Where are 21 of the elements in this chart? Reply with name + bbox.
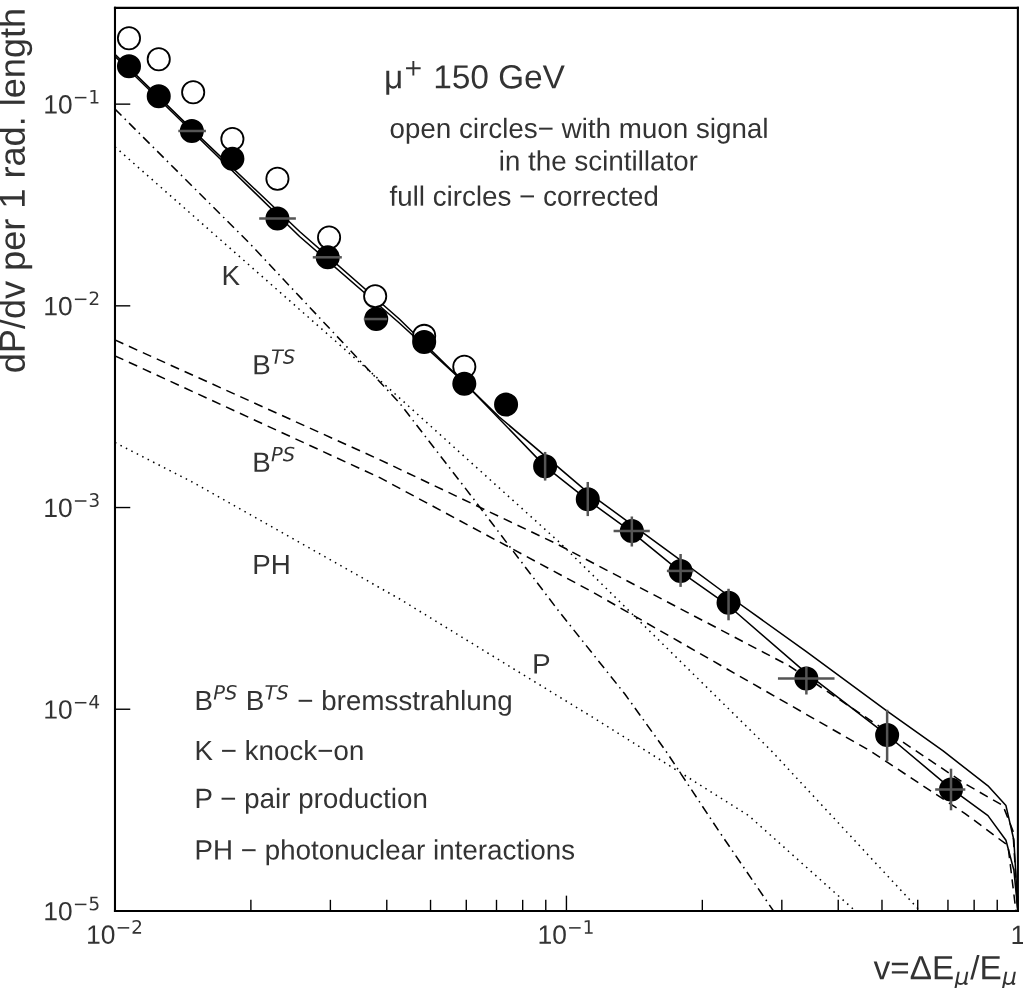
annotation: P <box>534 654 550 674</box>
annotation: B$^{TS}$ <box>254 349 295 375</box>
annotation: full circles − corrected <box>389 185 658 206</box>
y-tick-label: 10$^{−2}$ <box>45 291 99 316</box>
x-tick-label: 1 <box>1012 925 1023 944</box>
annotation: K <box>223 265 240 286</box>
x-tick-label: 10$^{−1}$ <box>539 920 593 945</box>
annotation: B$^{PS}$ <box>254 446 295 472</box>
annotation: K − knock−on <box>196 739 363 761</box>
annotation: PH − photonuclear interactions <box>196 839 575 866</box>
y-tick-label: 10$^{−4}$ <box>45 695 100 719</box>
annotation: P − pair production <box>196 787 427 814</box>
annotation: in the scintillator <box>500 150 698 171</box>
annotation: PH <box>254 554 289 575</box>
x-tick-label: 10$^{−2}$ <box>88 919 142 945</box>
y-tick-label: 10$^{−5}$ <box>45 896 99 921</box>
y-tick-label: 10$^{−1}$ <box>45 89 99 114</box>
annotation: μ$^{+}$ 150 GeV <box>386 60 565 95</box>
annotation: B$^{PS}$ B$^{TS}$ − bremsstrahlung <box>196 684 511 716</box>
annotation: open circles− with muon signal <box>390 117 767 144</box>
y-tick-label: 10$^{−3}$ <box>45 493 99 518</box>
